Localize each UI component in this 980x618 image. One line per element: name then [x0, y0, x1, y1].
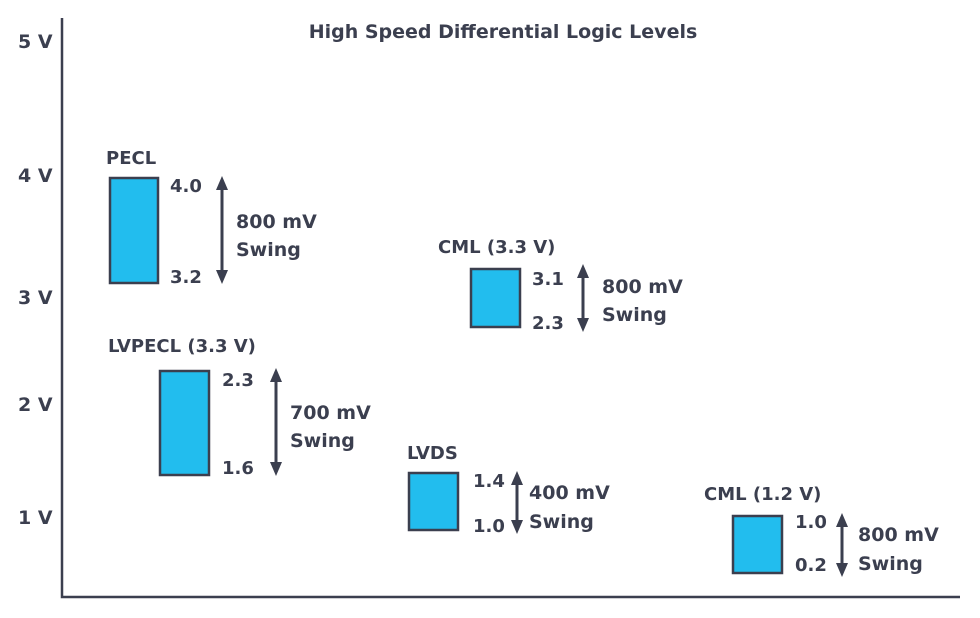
swing-value-label: 700 mV [290, 402, 371, 424]
logic-family-group: CML (1.2 V) 1.0 0.2 800 mV Swing [704, 484, 939, 577]
low-level-label: 0.2 [795, 555, 827, 576]
chart-title: High Speed Differential Logic Levels [309, 21, 698, 43]
logic-family-group: LVDS 1.4 1.0 400 mV Swing [407, 443, 610, 537]
logic-family-group: PECL 4.0 3.2 800 mV Swing [106, 148, 317, 288]
level-range-bar [108, 176, 160, 285]
swing-word-label: Swing [236, 239, 301, 261]
swing-arrow-down-head [577, 318, 589, 332]
swing-arrow-up-head [836, 513, 848, 527]
high-level-label: 1.0 [795, 512, 827, 533]
y-axis-ticks: 5 V 4 V 3 V 2 V 1 V [18, 31, 53, 529]
logic-families: PECL 4.0 3.2 800 mV Swing LVPECL (3.3 V) 2.3 1.… [106, 148, 939, 577]
low-level-label: 1.6 [222, 458, 254, 479]
high-level-label: 3.1 [532, 269, 564, 290]
swing-value-label: 800 mV [602, 276, 683, 298]
level-range-bar [158, 369, 211, 477]
swing-value-label: 800 mV [236, 211, 317, 233]
family-name-label: PECL [106, 148, 156, 169]
swing-arrow-down-head [216, 270, 228, 284]
chart-axes [60, 18, 960, 599]
swing-word-label: Swing [602, 304, 667, 326]
family-name-label: LVPECL (3.3 V) [108, 336, 256, 357]
logic-family-group: LVPECL (3.3 V) 2.3 1.6 700 mV Swing [108, 336, 371, 479]
y-tick-label: 1 V [18, 507, 53, 529]
level-range-bar [469, 267, 522, 329]
y-tick-label: 3 V [18, 287, 53, 309]
family-name-label: CML (3.3 V) [438, 237, 555, 258]
low-level-label: 3.2 [170, 267, 202, 288]
level-range-bar [731, 514, 784, 575]
y-tick-label: 4 V [18, 165, 53, 187]
swing-arrow-down-head [270, 462, 282, 476]
y-tick-label: 2 V [18, 394, 53, 416]
swing-arrow-down-head [836, 563, 848, 577]
high-level-label: 4.0 [170, 176, 202, 197]
swing-value-label: 400 mV [529, 482, 610, 504]
swing-arrow-up-head [270, 368, 282, 382]
swing-value-label: 800 mV [858, 524, 939, 546]
swing-word-label: Swing [858, 553, 923, 575]
family-name-label: CML (1.2 V) [704, 484, 821, 505]
logic-family-group: CML (3.3 V) 3.1 2.3 800 mV Swing [438, 237, 683, 334]
low-level-label: 2.3 [532, 313, 564, 334]
swing-arrow-up-head [511, 471, 523, 485]
level-range-bar [407, 471, 460, 532]
y-tick-label: 5 V [18, 31, 53, 53]
family-name-label: LVDS [407, 443, 458, 464]
swing-arrow-down-head [511, 520, 523, 534]
swing-arrow-up-head [216, 176, 228, 190]
high-level-label: 2.3 [222, 370, 254, 391]
swing-word-label: Swing [290, 430, 355, 452]
high-level-label: 1.4 [473, 471, 505, 492]
swing-word-label: Swing [529, 511, 594, 533]
low-level-label: 1.0 [473, 516, 505, 537]
swing-arrow-up-head [577, 264, 589, 278]
